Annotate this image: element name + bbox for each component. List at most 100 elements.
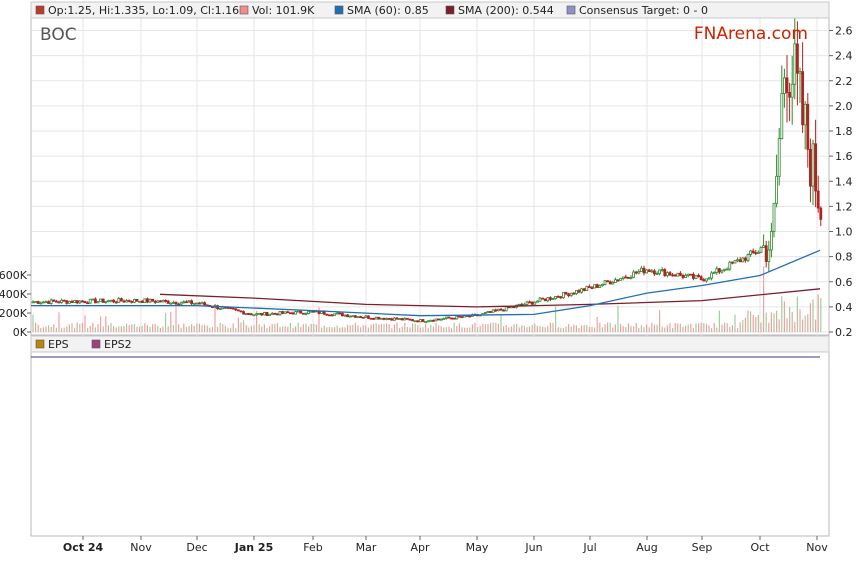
volume-bar [263,324,265,332]
candle-body [114,301,118,304]
candle-body [288,312,292,315]
candle-body [244,313,248,315]
candle-body [603,280,607,285]
candle-body [138,300,142,303]
candle-body [684,275,687,278]
candle-body [702,279,706,282]
volume-bar [126,323,128,332]
candle-body [161,300,165,303]
candle-body [164,300,168,302]
candle-body [538,297,542,302]
volume-bars [32,266,822,332]
volume-bar [612,327,614,332]
volume-bar [211,326,213,332]
candle-body [780,93,784,140]
volume-bar [526,327,528,332]
candle-body [434,318,438,322]
volume-bar [71,323,73,332]
candle-body [798,71,802,74]
candle-body [203,302,207,306]
candle-body [790,83,794,98]
price-tick-label: 1.6 [835,150,853,163]
price-tick-label: 2.4 [835,50,853,63]
volume-bar [274,323,276,332]
volume-bar [500,314,502,332]
candle-body [814,143,817,192]
eps-panel [30,335,830,537]
candle-body [166,300,170,304]
candle-body [174,301,178,305]
volume-bar [552,322,554,332]
candle-body [611,282,615,285]
candle-body [705,278,708,282]
volume-bar [802,319,804,332]
volume-bar [451,328,453,332]
candle-body [158,300,162,303]
volume-bar [661,326,663,332]
volume-bar [614,324,616,332]
volume-bar [193,325,195,332]
volume-bar [672,327,674,332]
volume-bar [404,322,406,332]
volume-bar [201,324,203,332]
volume-bar [718,310,720,332]
candle-body [387,318,391,320]
candle-body [450,317,454,320]
candle-body [364,315,368,318]
candle-body [811,143,815,187]
volume-bar [224,325,226,332]
candle-body [777,138,781,177]
eps-legend-label: EPS [48,338,69,351]
volume-bar [373,323,375,332]
volume-bar [115,327,117,332]
volume-bar [149,326,151,332]
volume-bar [783,301,785,332]
volume-bar [391,328,393,332]
candle-body [335,312,339,315]
candle-body [590,287,594,290]
candle-body [536,300,539,303]
candle-body [692,273,695,279]
volume-bar [651,322,653,332]
volume-bar [68,324,70,332]
volume-bar [807,314,809,332]
candle-body [645,269,648,274]
volume-bar [409,327,411,332]
volume-bar [791,312,793,332]
brand-label: FNArena.com [694,24,808,44]
volume-bar [375,323,377,332]
volume-bar [529,326,531,332]
volume-bar [256,310,258,332]
candle-body [218,308,222,311]
candle-body [195,302,199,305]
volume-bar [326,327,328,332]
volume-bar [490,322,492,332]
volume-bar [92,322,94,332]
candle-body [720,269,724,273]
volume-bar [32,314,34,332]
candle-body [31,301,35,304]
candle-body [177,303,181,306]
candle-body [47,301,50,304]
candle-body [699,276,703,281]
legend: Op:1.25, Hi:1.335, Lo:1.09, Cl:1.16 Vol: … [35,4,708,17]
candle-body [598,285,602,288]
volume-bar [305,323,307,332]
volume-bar [799,309,801,332]
candle-body [382,317,386,320]
candle-body [564,291,568,295]
candle-body [754,252,758,255]
candle-body [619,278,622,281]
volume-bar [721,324,723,332]
volume-bar [750,311,752,332]
candle-body [803,103,807,126]
volume-bar [435,323,437,332]
legend-swatch [334,5,344,15]
volume-bar [287,326,289,332]
candle-body [42,301,45,304]
volume-bar [110,322,112,332]
candle-body [580,288,583,293]
candle-body [307,310,311,314]
price-tick-label: 0.8 [835,251,853,264]
candle-body [169,302,173,305]
